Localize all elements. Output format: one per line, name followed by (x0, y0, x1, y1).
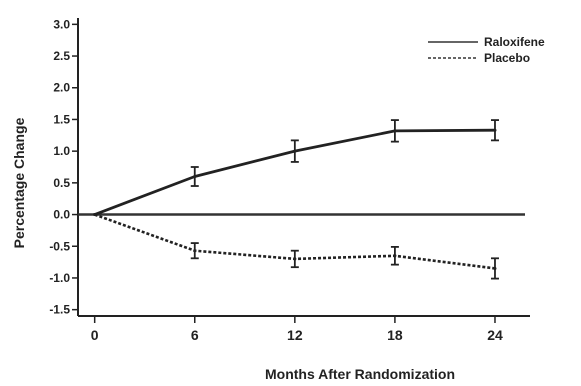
x-tick-label: 0 (91, 327, 99, 343)
y-tick-label: -1.5 (49, 303, 70, 317)
x-tick-label: 24 (487, 327, 503, 343)
y-tick-label: 3.0 (53, 17, 70, 31)
y-tick-label: 2.0 (53, 81, 70, 95)
chart-legend: Raloxifene Placebo (428, 35, 545, 65)
x-tick-label: 18 (387, 327, 403, 343)
y-tick-label: -0.5 (49, 239, 70, 253)
chart-axes: 3.0 2.5 2.0 1.5 1.0 0.5 0.0 -0.5 -1.0 -1.5 0 6 12 18 2… (49, 17, 530, 343)
legend-label-raloxifene: Raloxifene (484, 35, 545, 49)
x-axis-title: Months After Randomization (265, 366, 455, 382)
data-point-raloxifene (293, 149, 297, 153)
y-tick-label: 0.0 (53, 208, 70, 222)
data-point-placebo (393, 254, 397, 258)
data-point-placebo (293, 257, 297, 261)
data-point-raloxifene (193, 175, 197, 179)
data-point-placebo (93, 213, 97, 217)
y-axis-title: Percentage Change (11, 117, 27, 248)
y-tick-label: -1.0 (49, 271, 70, 285)
data-point-raloxifene (493, 128, 497, 132)
y-tick-label: 0.5 (53, 176, 70, 190)
legend-label-placebo: Placebo (484, 51, 530, 65)
x-tick-label: 12 (287, 327, 303, 343)
x-tick-label: 6 (191, 327, 199, 343)
y-tick-label: 2.5 (53, 49, 70, 63)
y-tick-label: 1.0 (53, 144, 70, 158)
data-point-placebo (493, 266, 497, 270)
data-point-raloxifene (393, 129, 397, 133)
y-tick-label: 1.5 (53, 112, 70, 126)
data-point-placebo (193, 249, 197, 253)
chart-series (93, 119, 499, 280)
